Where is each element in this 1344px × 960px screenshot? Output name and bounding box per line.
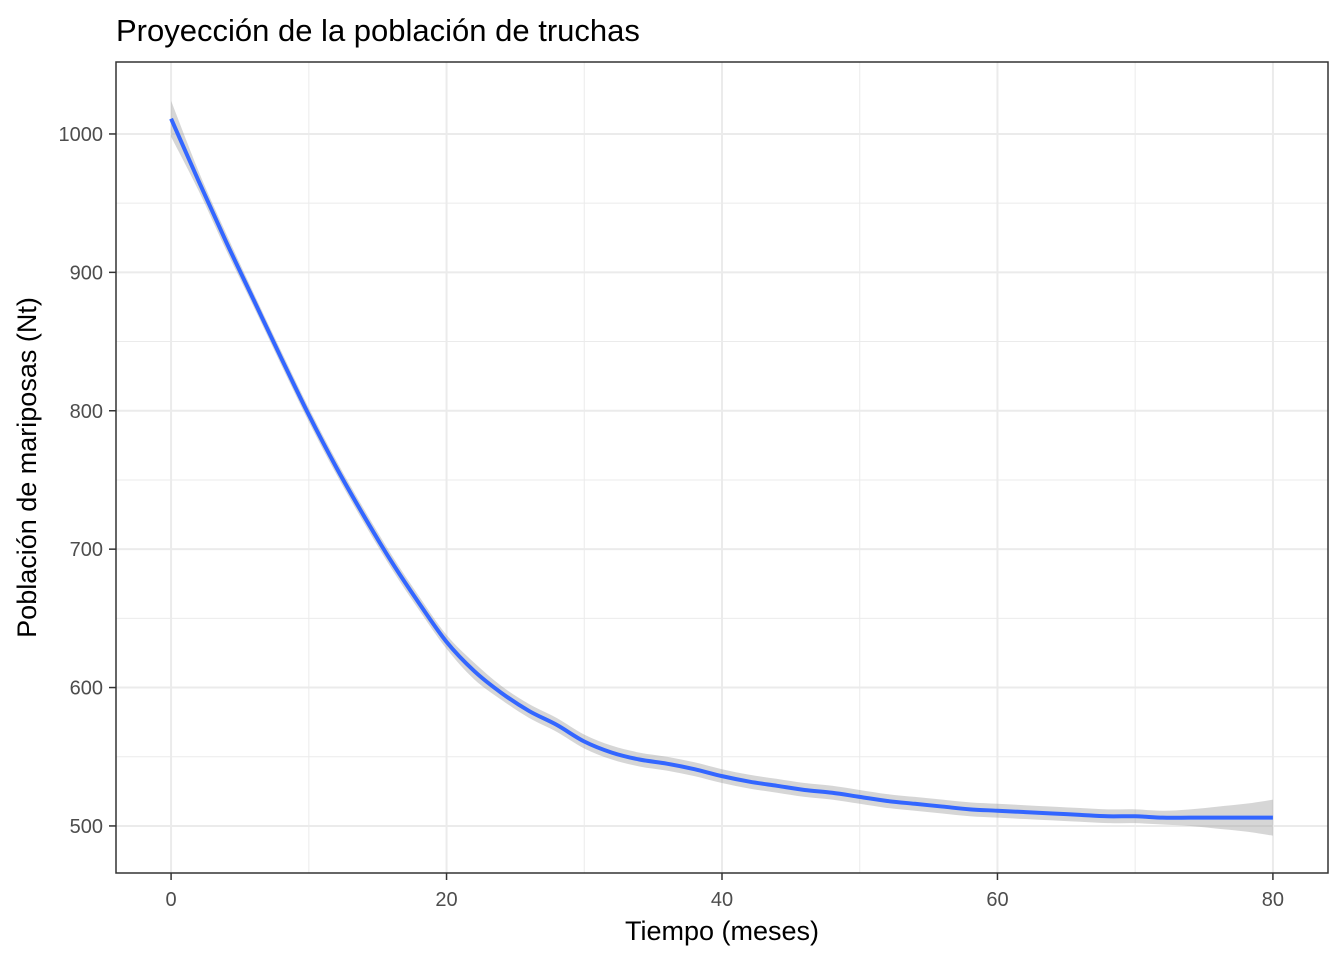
gridlines xyxy=(116,62,1328,873)
x-axis: 0 20 40 60 80 xyxy=(166,873,1284,911)
y-tick-label: 600 xyxy=(70,678,103,700)
y-tick-label: 500 xyxy=(70,816,103,838)
y-axis: 500 600 700 800 900 1000 xyxy=(59,124,116,838)
x-tick-label: 80 xyxy=(1262,889,1284,911)
x-tick-label: 40 xyxy=(711,889,733,911)
x-tick-label: 20 xyxy=(435,889,457,911)
y-tick-label: 900 xyxy=(70,262,103,284)
y-tick-label: 700 xyxy=(70,539,103,561)
y-tick-label: 1000 xyxy=(59,124,104,146)
trend-line xyxy=(169,117,1273,820)
x-tick-label: 0 xyxy=(166,889,177,911)
plot-panel xyxy=(115,61,1329,874)
y-axis-title: Población de mariposas (Nt) xyxy=(12,297,42,638)
x-axis-title: Tiempo (meses) xyxy=(625,916,819,946)
y-tick-label: 800 xyxy=(70,401,103,423)
chart-title: Proyección de la población de truchas xyxy=(116,13,640,48)
x-tick-label: 60 xyxy=(986,889,1008,911)
